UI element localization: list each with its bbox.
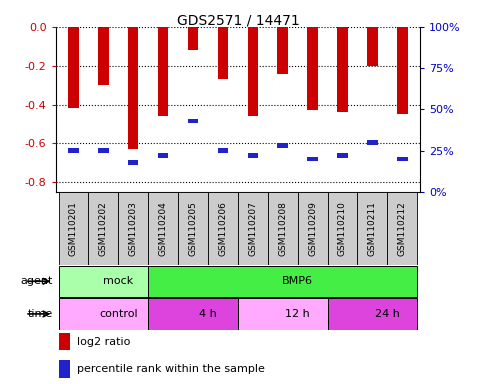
Bar [158, 27, 169, 116]
Bar [118, 192, 148, 265]
Text: GSM110205: GSM110205 [188, 201, 198, 256]
Bar [88, 192, 118, 265]
Text: GSM110209: GSM110209 [308, 201, 317, 256]
Text: 24 h: 24 h [375, 309, 400, 319]
Text: mock: mock [103, 276, 133, 286]
Bar [397, 157, 408, 161]
Text: GSM110211: GSM110211 [368, 201, 377, 256]
Bar [397, 27, 408, 114]
Bar [327, 192, 357, 265]
Bar [128, 160, 139, 165]
Bar [128, 27, 139, 149]
Text: agent: agent [21, 276, 53, 286]
Bar [58, 298, 148, 329]
Bar [98, 148, 109, 153]
Text: GSM110208: GSM110208 [278, 201, 287, 256]
Bar [248, 153, 258, 158]
Bar [367, 27, 378, 66]
Text: GSM110207: GSM110207 [248, 201, 257, 256]
Text: 4 h: 4 h [199, 309, 217, 319]
Bar [218, 148, 228, 153]
Bar [238, 298, 327, 329]
Bar [178, 192, 208, 265]
Bar [148, 192, 178, 265]
Bar [188, 119, 199, 123]
Text: BMP6: BMP6 [282, 276, 313, 286]
Bar [268, 192, 298, 265]
Text: GSM110201: GSM110201 [69, 201, 78, 256]
Bar [58, 266, 148, 297]
Bar [277, 143, 288, 148]
Bar [307, 157, 318, 161]
Text: log2 ratio: log2 ratio [77, 337, 131, 347]
Bar [58, 192, 88, 265]
Bar [277, 27, 288, 73]
Text: percentile rank within the sample: percentile rank within the sample [77, 364, 265, 374]
Bar [238, 192, 268, 265]
Text: control: control [99, 309, 138, 319]
Bar [298, 192, 327, 265]
Bar [357, 192, 387, 265]
Bar [208, 192, 238, 265]
Bar [387, 192, 417, 265]
Text: GSM110206: GSM110206 [218, 201, 227, 256]
Text: GSM110210: GSM110210 [338, 201, 347, 256]
Bar [307, 27, 318, 111]
Text: time: time [28, 309, 53, 319]
Bar [98, 27, 109, 85]
Bar [148, 298, 238, 329]
Bar [188, 27, 199, 50]
Bar [248, 27, 258, 116]
Bar [158, 153, 169, 158]
Bar [218, 27, 228, 79]
Bar [68, 148, 79, 153]
Text: GSM110212: GSM110212 [398, 201, 407, 256]
Text: GSM110204: GSM110204 [158, 201, 168, 256]
Bar [327, 298, 417, 329]
Bar [337, 27, 348, 113]
Bar [337, 153, 348, 158]
Bar [68, 27, 79, 108]
Text: 12 h: 12 h [285, 309, 310, 319]
Text: GSM110203: GSM110203 [129, 201, 138, 256]
Text: GDS2571 / 14471: GDS2571 / 14471 [176, 13, 299, 27]
Bar [367, 140, 378, 145]
Text: GSM110202: GSM110202 [99, 201, 108, 256]
Bar [59, 333, 70, 350]
Bar [59, 360, 70, 378]
Bar [148, 266, 417, 297]
